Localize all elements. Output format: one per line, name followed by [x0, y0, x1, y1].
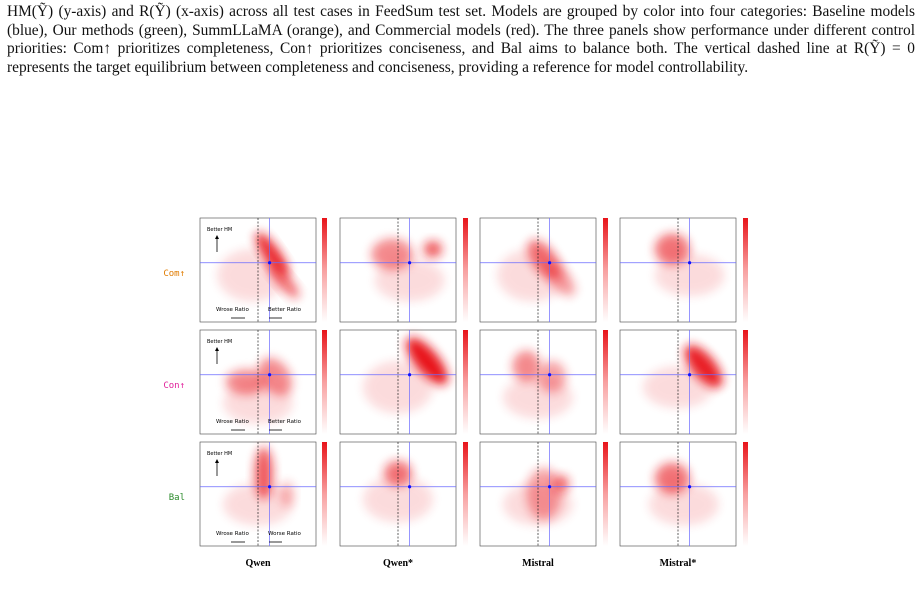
column-label: Qwen* — [383, 558, 413, 569]
column-label: Qwen — [246, 558, 271, 569]
row-label: Bal — [169, 493, 185, 503]
mean-dot — [268, 373, 272, 377]
annotation: Wrose Ratio — [216, 419, 249, 425]
density — [223, 483, 293, 526]
mean-dot — [548, 261, 552, 265]
mean-dot — [408, 485, 412, 489]
annotation: Wrose Ratio — [216, 307, 249, 313]
density — [423, 240, 443, 258]
colorbar — [322, 218, 327, 322]
annotation: Worse Ratio — [268, 531, 301, 537]
arrowhead — [215, 459, 219, 463]
mean-dot — [408, 261, 412, 265]
density — [223, 382, 293, 424]
density — [512, 350, 541, 382]
annotation: Better HM — [207, 339, 232, 345]
colorbar — [743, 330, 748, 434]
density — [649, 483, 719, 526]
caption: HM(Ỹ) (y-axis) and R(Ỹ) (x-axis) across … — [7, 3, 915, 76]
mean-dot — [268, 485, 272, 489]
colorbar — [743, 218, 748, 322]
column-label: Mistral — [522, 558, 554, 569]
mean-dot — [688, 261, 692, 265]
colorbar — [603, 442, 608, 546]
density — [406, 337, 448, 385]
annotation: Wrose Ratio — [216, 531, 249, 537]
colorbar — [322, 330, 327, 434]
annotation: Better Ratio — [268, 419, 302, 425]
colorbar — [743, 442, 748, 546]
row-label: Com↑ — [163, 269, 185, 279]
colorbar — [463, 218, 468, 322]
mean-dot — [268, 261, 272, 265]
colorbar — [603, 218, 608, 322]
row-label: Con↑ — [163, 381, 185, 391]
colorbar — [463, 330, 468, 434]
arrowhead — [215, 347, 219, 351]
mean-dot — [548, 485, 552, 489]
density — [217, 249, 287, 302]
mean-dot — [688, 373, 692, 377]
mean-dot — [688, 485, 692, 489]
column-label: Mistral* — [660, 558, 697, 569]
colorbar — [463, 442, 468, 546]
annotation: Better HM — [207, 451, 232, 457]
mean-dot — [548, 373, 552, 377]
mean-dot — [408, 373, 412, 377]
density — [497, 249, 567, 302]
density — [503, 483, 573, 526]
annotation: Better Ratio — [268, 307, 302, 313]
arrowhead — [215, 235, 219, 239]
colorbar — [322, 442, 327, 546]
annotation: Better HM — [207, 227, 232, 233]
density — [684, 345, 723, 388]
colorbar — [603, 330, 608, 434]
